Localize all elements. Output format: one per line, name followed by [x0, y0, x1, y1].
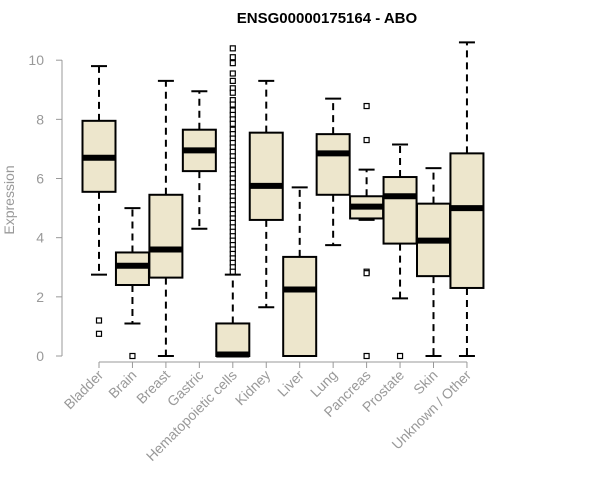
y-tick-label: 10	[28, 52, 44, 68]
outlier-point	[229, 70, 236, 77]
outlier-point	[363, 270, 370, 277]
box-iqr	[315, 133, 351, 196]
outlier-point	[229, 120, 236, 127]
box-group	[315, 97, 351, 247]
outlier-point	[229, 89, 236, 96]
y-tick-label: 8	[36, 111, 44, 127]
box-group	[148, 79, 184, 357]
y-axis-label: Expression	[1, 165, 17, 234]
box-group	[349, 102, 385, 360]
box-group	[282, 186, 318, 357]
outlier-point	[229, 60, 236, 67]
box-iqr	[449, 152, 485, 289]
box-iqr	[148, 193, 184, 279]
plot-area	[81, 41, 485, 360]
x-tick-label: Liver	[274, 367, 307, 400]
box-group	[449, 41, 485, 357]
y-tick-label: 2	[36, 289, 44, 305]
outlier-point	[229, 45, 236, 52]
outlier-point	[363, 102, 370, 110]
outlier-point	[229, 54, 236, 61]
box-group	[181, 90, 217, 230]
box-group	[114, 207, 150, 360]
outlier-point	[95, 317, 103, 324]
y-tick-label: 4	[36, 230, 44, 246]
y-tick-label: 6	[36, 171, 44, 187]
outlier-point	[229, 77, 236, 84]
box-group	[382, 143, 418, 360]
outlier-point	[229, 268, 236, 275]
box-group	[248, 79, 284, 309]
outlier-point	[396, 352, 404, 360]
outlier-point	[129, 352, 136, 360]
outlier-point	[229, 101, 236, 108]
box-group	[81, 65, 117, 337]
outlier-point	[363, 352, 370, 360]
y-tick-label: 0	[36, 348, 44, 364]
x-tick-label: Bladder	[61, 367, 107, 413]
outlier-point	[95, 330, 103, 337]
box-group	[215, 45, 251, 358]
outlier-point	[363, 136, 370, 144]
box-iqr	[382, 176, 418, 245]
box-iqr	[282, 255, 318, 357]
box-iqr	[215, 322, 251, 358]
y-axis: 0 2 4 6 8 10	[28, 52, 63, 364]
box-group	[416, 167, 451, 357]
chart-title: ENSG00000175164 - ABO	[237, 10, 418, 27]
x-tick-label: Kidney	[232, 367, 274, 409]
box-iqr	[248, 131, 284, 221]
